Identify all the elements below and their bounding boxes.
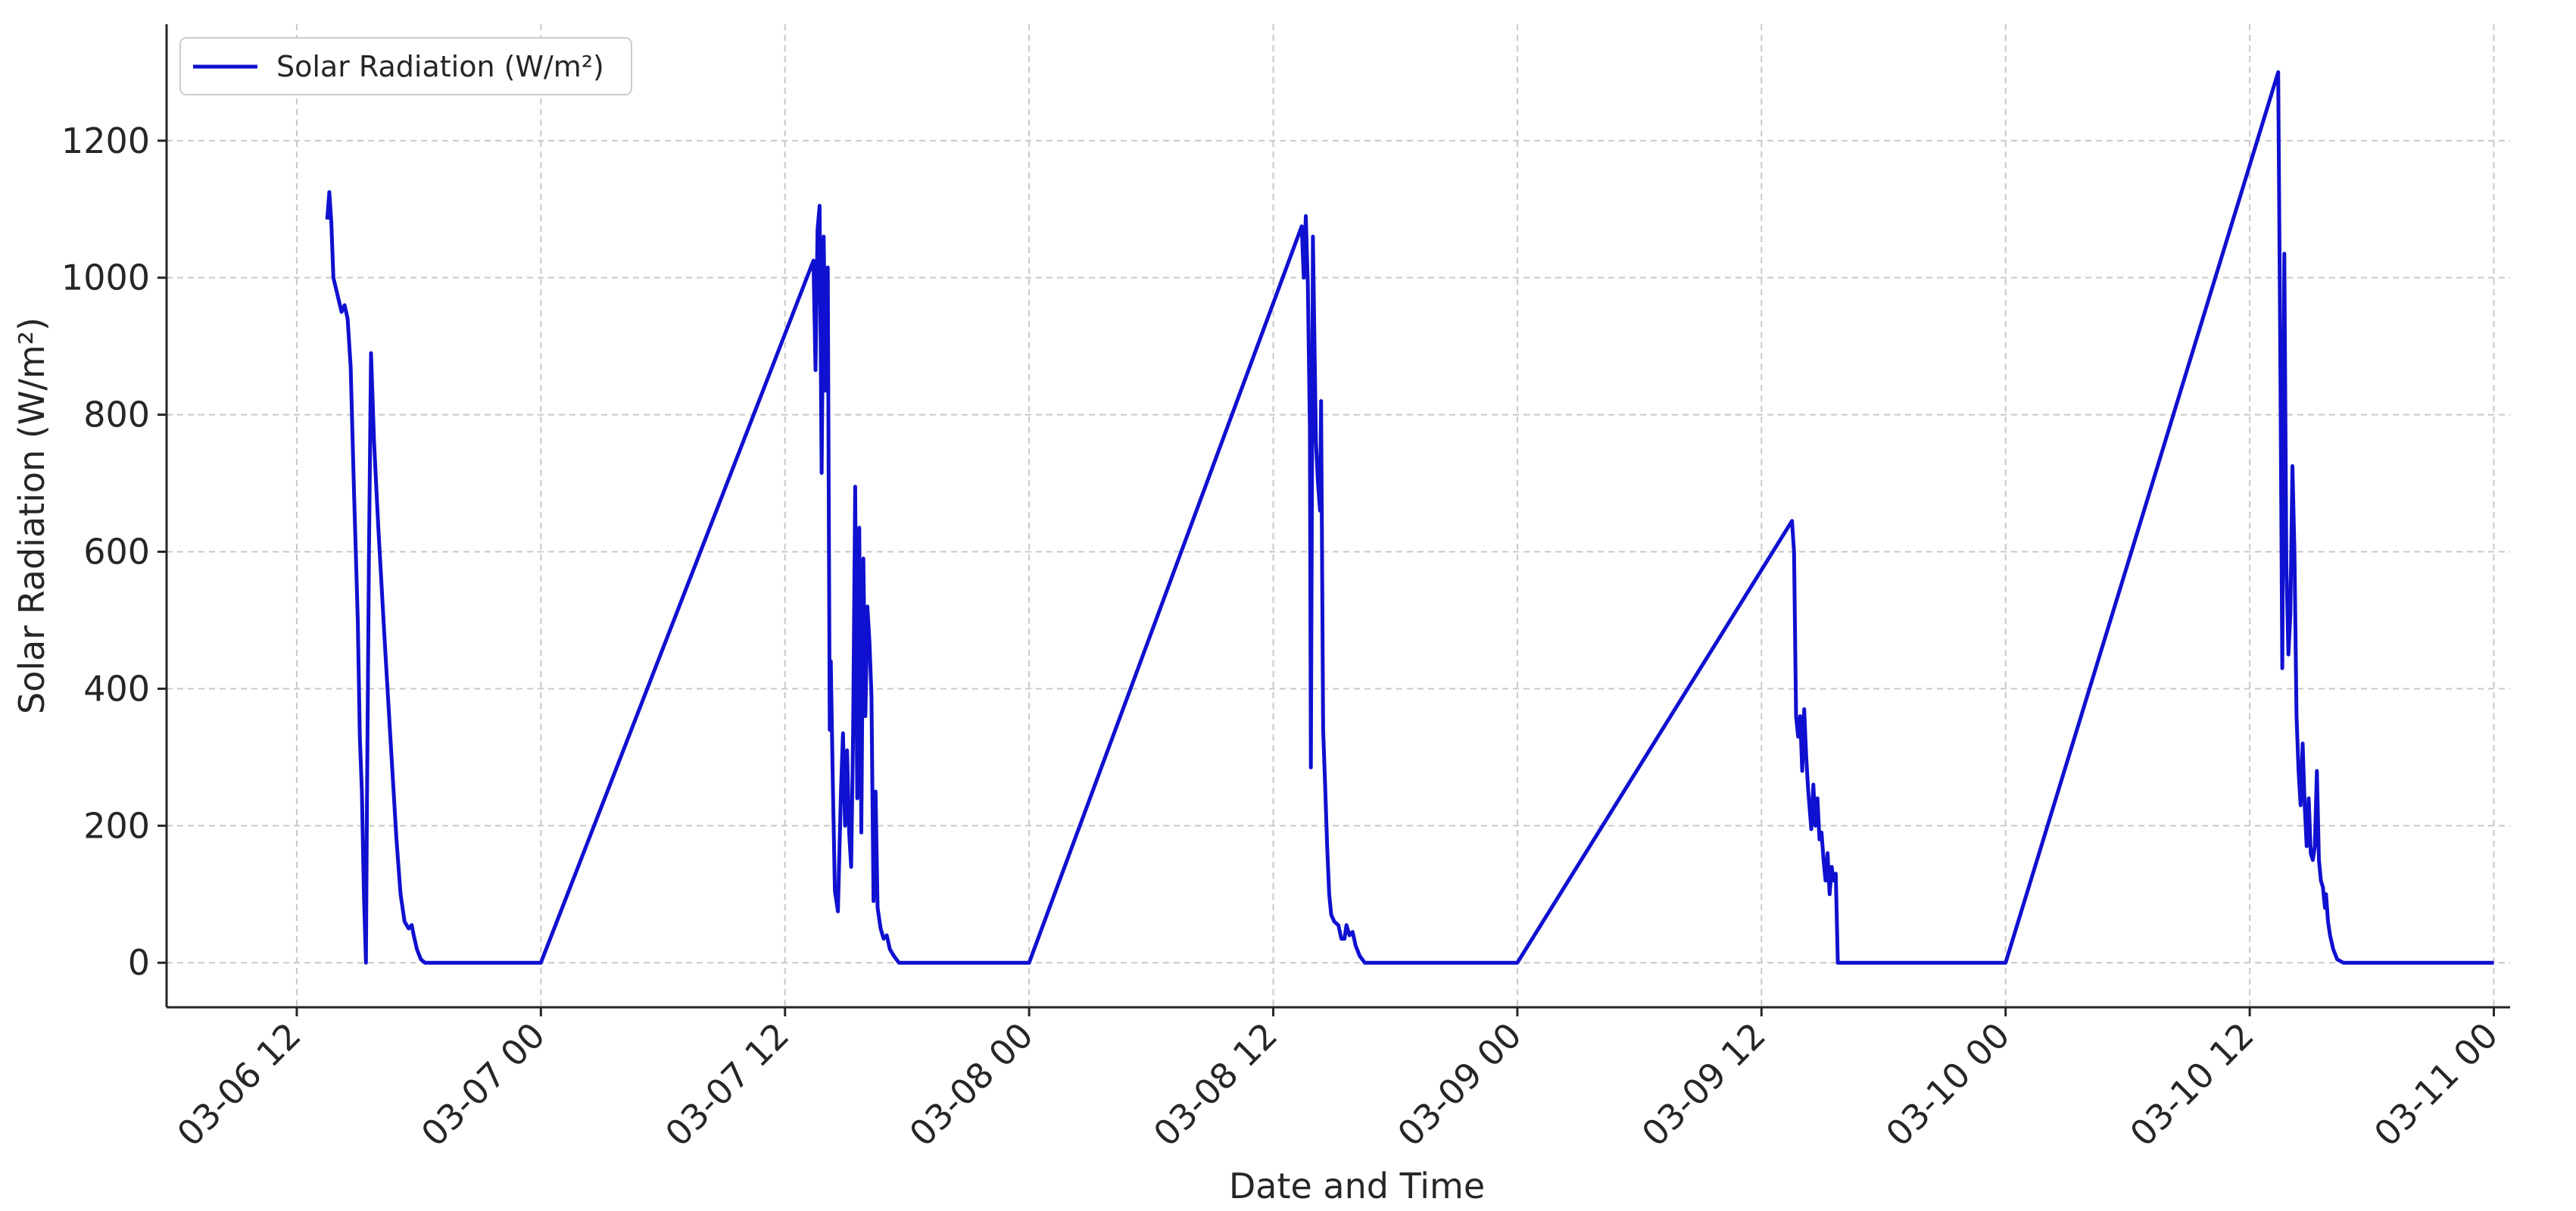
x-tick-label: 03-07 12	[657, 1015, 797, 1154]
y-tick-label: 200	[83, 805, 150, 846]
x-tick-label: 03-10 12	[2122, 1015, 2261, 1154]
legend: Solar Radiation (W/m²)	[179, 37, 632, 95]
x-tick-label: 03-08 00	[901, 1015, 1040, 1154]
y-tick-label: 800	[83, 395, 150, 435]
x-axis-label: Date and Time	[1229, 1166, 1485, 1206]
y-tick-label: 400	[83, 668, 150, 709]
y-axis-label: Solar Radiation (W/m²)	[11, 317, 52, 714]
x-tick-label: 03-09 12	[1634, 1015, 1773, 1154]
series-line-solar-radiation	[325, 70, 2494, 965]
axes	[165, 24, 2510, 1009]
grid-lines	[167, 24, 2510, 1007]
x-tick-label: 03-11 00	[2366, 1015, 2506, 1154]
legend-box	[179, 37, 632, 95]
x-tick-label: 03-07 00	[413, 1015, 553, 1154]
legend-label: Solar Radiation (W/m²)	[276, 50, 604, 83]
x-tick-label: 03-10 00	[1878, 1015, 2017, 1154]
series-layer	[325, 70, 2494, 965]
y-tick-label: 0	[128, 942, 150, 983]
x-tick-label: 03-06 12	[169, 1015, 308, 1154]
y-tick-label: 1000	[61, 257, 150, 298]
y-tick-label: 600	[83, 531, 150, 572]
y-tick-label: 1200	[61, 120, 150, 161]
x-tick-label: 03-09 00	[1389, 1015, 1529, 1154]
x-tick-label: 03-08 12	[1146, 1015, 1285, 1154]
